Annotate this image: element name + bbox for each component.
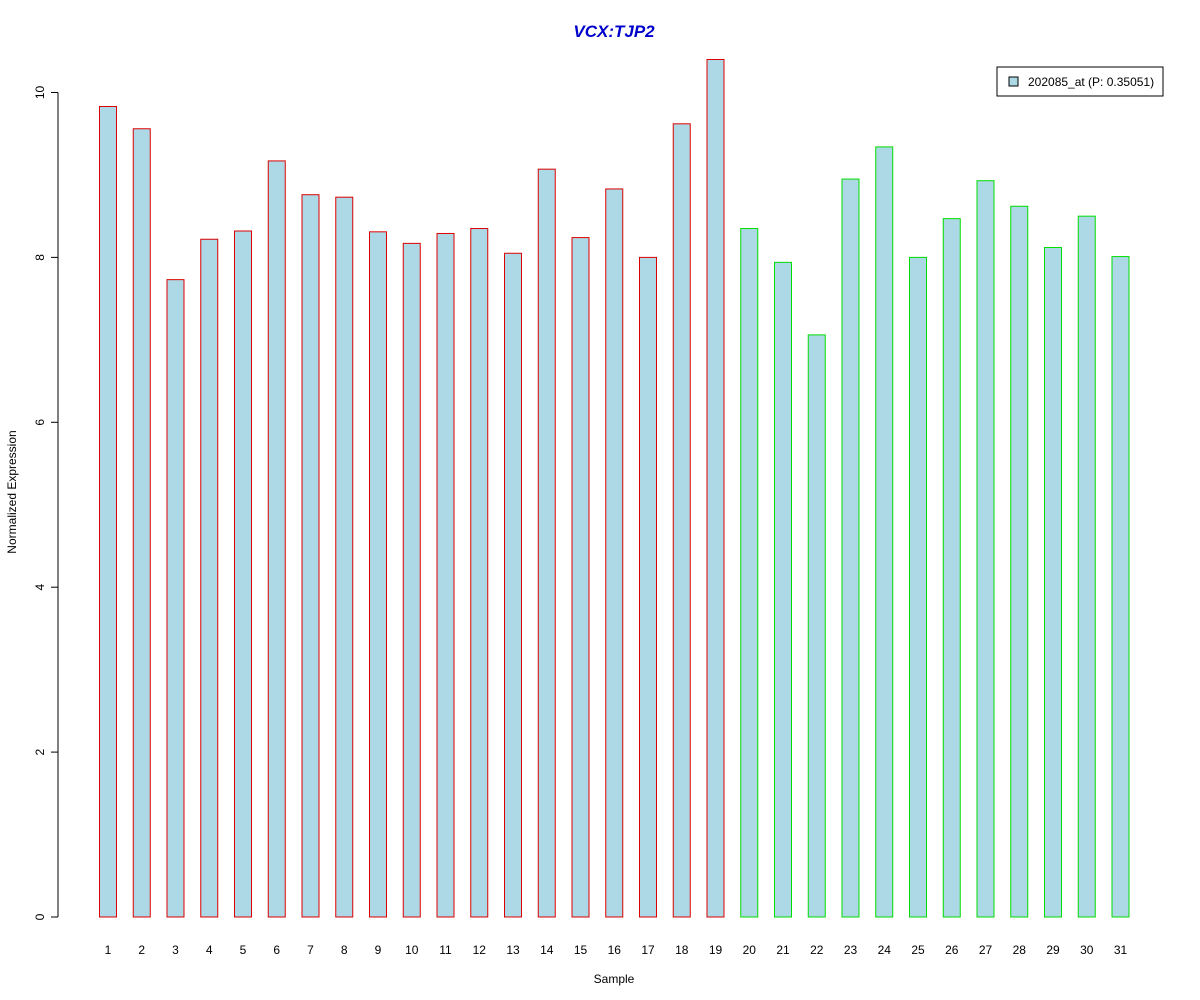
bar-sample-2 (132, 128, 151, 918)
x-tick-label: 2 (138, 943, 145, 957)
x-tick-label: 21 (776, 943, 790, 957)
x-tick-label: 5 (240, 943, 247, 957)
x-axis-label: Sample (594, 972, 635, 986)
bar-sample-23 (841, 178, 860, 918)
x-tick-label: 25 (911, 943, 925, 957)
bar-sample-14 (537, 168, 556, 918)
bar-sample-6 (267, 160, 286, 918)
bar-sample-5 (234, 230, 252, 918)
y-axis-label: Normalized Expression (5, 430, 19, 553)
legend-swatch (1008, 76, 1019, 87)
x-tick-label: 27 (979, 943, 993, 957)
legend-entry: 202085_at (P: 0.35051) (1028, 75, 1154, 89)
chart-title: VCX:TJP2 (573, 22, 655, 41)
bar-sample-17 (639, 256, 657, 918)
y-tick-label: 0 (33, 913, 47, 920)
x-tick-label: 4 (206, 943, 213, 957)
x-tick-labels: 1 2 3 4 5 6 7 8 9 10 11 12 13 14 15 16 17 18 19 20 21 22 23 24 2… (105, 943, 1128, 957)
x-tick-label: 20 (743, 943, 757, 957)
bar-sample-27 (976, 180, 995, 918)
y-axis: 0 2 4 6 8 10 (33, 85, 59, 920)
bar-sample-9 (369, 231, 387, 918)
x-tick-label: 13 (506, 943, 520, 957)
y-tick-label: 4 (33, 584, 47, 591)
x-tick-label: 31 (1114, 943, 1128, 957)
bar-sample-11 (436, 232, 455, 918)
x-tick-label: 30 (1080, 943, 1094, 957)
bar-sample-25 (909, 256, 927, 918)
bar-sample-26 (942, 218, 961, 918)
x-tick-label: 28 (1013, 943, 1027, 957)
x-tick-label: 11 (439, 943, 452, 957)
bar-sample-19 (706, 59, 725, 918)
bar-sample-7 (301, 194, 320, 918)
bar-sample-21 (774, 261, 792, 918)
bar-sample-4 (200, 238, 219, 918)
x-tick-label: 22 (810, 943, 824, 957)
y-tick-label: 2 (33, 748, 47, 755)
bar-sample-18 (672, 123, 691, 918)
bar-sample-15 (571, 237, 590, 918)
x-tick-label: 12 (473, 943, 487, 957)
x-tick-label: 9 (375, 943, 382, 957)
bar-sample-20 (740, 228, 759, 918)
legend: 202085_at (P: 0.35051) (996, 66, 1164, 97)
bar-sample-3 (166, 279, 185, 918)
legend-box (996, 66, 1164, 97)
x-tick-label: 16 (608, 943, 622, 957)
bar-sample-28 (1010, 205, 1029, 918)
bars-group (99, 59, 1130, 918)
x-tick-label: 7 (307, 943, 314, 957)
x-tick-label: 3 (172, 943, 179, 957)
x-tick-label: 10 (405, 943, 419, 957)
bar-sample-13 (504, 252, 522, 918)
y-tick-label: 8 (33, 254, 47, 261)
x-tick-label: 19 (709, 943, 723, 957)
bar-sample-29 (1044, 246, 1062, 918)
bar-sample-24 (875, 146, 894, 918)
x-tick-label: 17 (641, 943, 655, 957)
bar-sample-8 (335, 196, 354, 918)
x-tick-label: 14 (540, 943, 554, 957)
bar-sample-1 (99, 105, 117, 918)
x-tick-label: 8 (341, 943, 348, 957)
x-tick-label: 6 (273, 943, 280, 957)
y-tick-label: 6 (33, 419, 47, 426)
bar-sample-16 (605, 188, 624, 918)
bar-sample-22 (807, 334, 826, 918)
x-tick-label: 1 (105, 943, 112, 957)
x-tick-label: 29 (1046, 943, 1060, 957)
x-tick-label: 23 (844, 943, 858, 957)
x-tick-label: 24 (878, 943, 892, 957)
bar-sample-12 (470, 228, 489, 918)
bar-sample-30 (1077, 215, 1096, 918)
bar-sample-10 (402, 242, 421, 918)
y-tick-label: 10 (33, 85, 47, 99)
x-tick-label: 26 (945, 943, 959, 957)
x-tick-label: 18 (675, 943, 689, 957)
bar-sample-31 (1111, 256, 1130, 918)
x-tick-label: 15 (574, 943, 588, 957)
